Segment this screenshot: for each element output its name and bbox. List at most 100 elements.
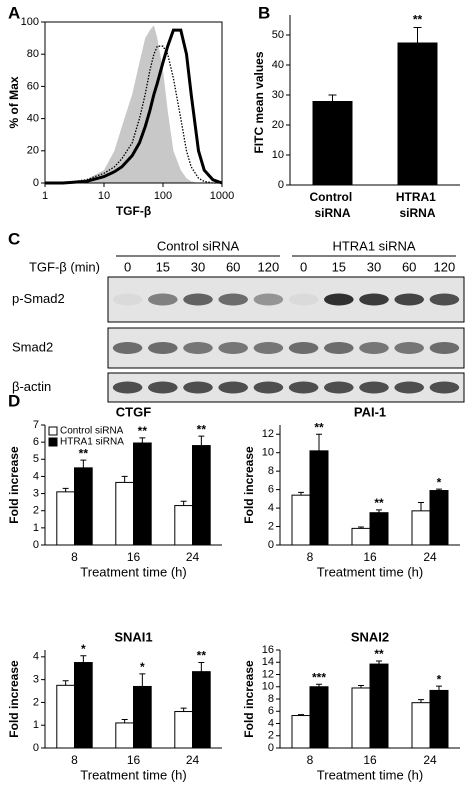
y-tick-label: 0 xyxy=(268,539,274,551)
band xyxy=(253,293,284,306)
row-label: p-Smad2 xyxy=(12,291,65,306)
band xyxy=(218,381,248,394)
error-bar xyxy=(316,683,322,687)
y-tick-label: 4 xyxy=(268,717,274,729)
band xyxy=(359,381,389,394)
chart-title: CTGF xyxy=(116,404,151,419)
lane-label: 15 xyxy=(156,259,170,274)
chart-title: SNAI1 xyxy=(114,629,152,644)
error-bar xyxy=(298,714,304,716)
panel-label: B xyxy=(258,3,270,22)
y-tick-label: 4 xyxy=(33,470,39,482)
y-tick-label: 12 xyxy=(262,428,274,440)
bar xyxy=(115,481,135,546)
bar xyxy=(174,505,194,546)
bar xyxy=(56,491,75,546)
row-label: β-actin xyxy=(12,379,51,394)
band xyxy=(288,381,319,394)
band xyxy=(183,293,213,306)
error-bar xyxy=(80,655,87,663)
x-tick-label: 10 xyxy=(98,190,110,202)
y-tick-label: 20 xyxy=(27,145,39,157)
y-tick-label: 3 xyxy=(33,487,39,499)
band xyxy=(429,381,460,394)
y-axis-label: Fold increase xyxy=(242,660,256,738)
significance: * xyxy=(437,475,442,489)
band xyxy=(359,342,389,354)
y-tick-label: 100 xyxy=(21,16,39,28)
error-bar xyxy=(121,475,128,483)
y-tick-label: 7 xyxy=(33,419,39,431)
x-tick-label: 24 xyxy=(186,550,200,564)
y-tick-label: 0 xyxy=(268,742,274,754)
error-bar xyxy=(121,719,128,723)
error-bar xyxy=(180,707,187,712)
significance: ** xyxy=(374,647,384,661)
error-bar xyxy=(80,459,87,468)
y-tick-label: 2 xyxy=(268,520,274,532)
x-tick-label: 16 xyxy=(363,550,377,564)
band xyxy=(253,342,284,354)
band xyxy=(183,342,213,354)
error-bar xyxy=(436,488,442,491)
significance: ** xyxy=(79,446,89,460)
time-label: TGF-β (min) xyxy=(29,259,100,274)
x-tick-label: 16 xyxy=(127,550,141,564)
lane-label: 60 xyxy=(226,259,240,274)
group-label: Control siRNA xyxy=(157,238,240,253)
y-tick-label: 10 xyxy=(272,149,284,161)
bar xyxy=(309,450,329,546)
y-tick-label: 0 xyxy=(33,177,39,189)
x-tick-label: 8 xyxy=(71,753,78,767)
y-tick-label: 10 xyxy=(262,447,274,459)
error-bar xyxy=(376,660,382,665)
y-tick-label: 3 xyxy=(33,674,39,686)
band xyxy=(324,293,354,306)
band xyxy=(394,293,424,306)
band xyxy=(218,293,248,306)
significance: ** xyxy=(197,649,207,663)
legend-swatch xyxy=(48,437,58,447)
x-tick-label: 24 xyxy=(186,753,200,767)
lane-label: 30 xyxy=(367,259,381,274)
y-tick-label: 6 xyxy=(33,436,39,448)
x-tick-label: 100 xyxy=(154,190,172,202)
bar xyxy=(369,512,389,546)
error-bar xyxy=(198,435,205,446)
band xyxy=(324,342,354,354)
bar xyxy=(56,684,75,749)
band xyxy=(183,381,213,394)
significance: ** xyxy=(413,13,423,27)
error-bar xyxy=(198,662,205,672)
x-tick-label: HTRA1 siRNA xyxy=(396,190,439,220)
error-bar xyxy=(180,500,187,506)
x-axis-label: Treatment time (h) xyxy=(317,564,423,579)
lane-label: 0 xyxy=(300,259,307,274)
x-axis-label: Treatment time (h) xyxy=(317,767,423,782)
row-label: Smad2 xyxy=(12,339,53,354)
y-tick-label: 2 xyxy=(33,505,39,517)
error-bar xyxy=(62,680,69,686)
x-axis-label: Treatment time (h) xyxy=(80,564,186,579)
y-tick-label: 0 xyxy=(33,539,39,551)
band xyxy=(429,342,460,354)
x-tick-label: 8 xyxy=(307,753,314,767)
bar xyxy=(74,662,93,749)
significance: ** xyxy=(197,422,207,436)
legend-label: Control siRNA xyxy=(60,426,124,437)
x-axis-label: TGF-β xyxy=(116,204,151,218)
bar xyxy=(174,711,194,749)
y-tick-label: 8 xyxy=(268,465,274,477)
bar xyxy=(351,527,371,546)
band xyxy=(288,293,319,306)
significance: * xyxy=(81,642,86,656)
y-tick-label: 40 xyxy=(272,59,284,71)
error-bar xyxy=(316,433,322,451)
bar xyxy=(192,671,211,749)
band xyxy=(218,342,248,354)
y-tick-label: 14 xyxy=(262,656,274,668)
y-tick-label: 30 xyxy=(272,89,284,101)
y-axis-label: Fold increase xyxy=(242,446,256,524)
y-axis-label: % of Max xyxy=(7,76,21,128)
